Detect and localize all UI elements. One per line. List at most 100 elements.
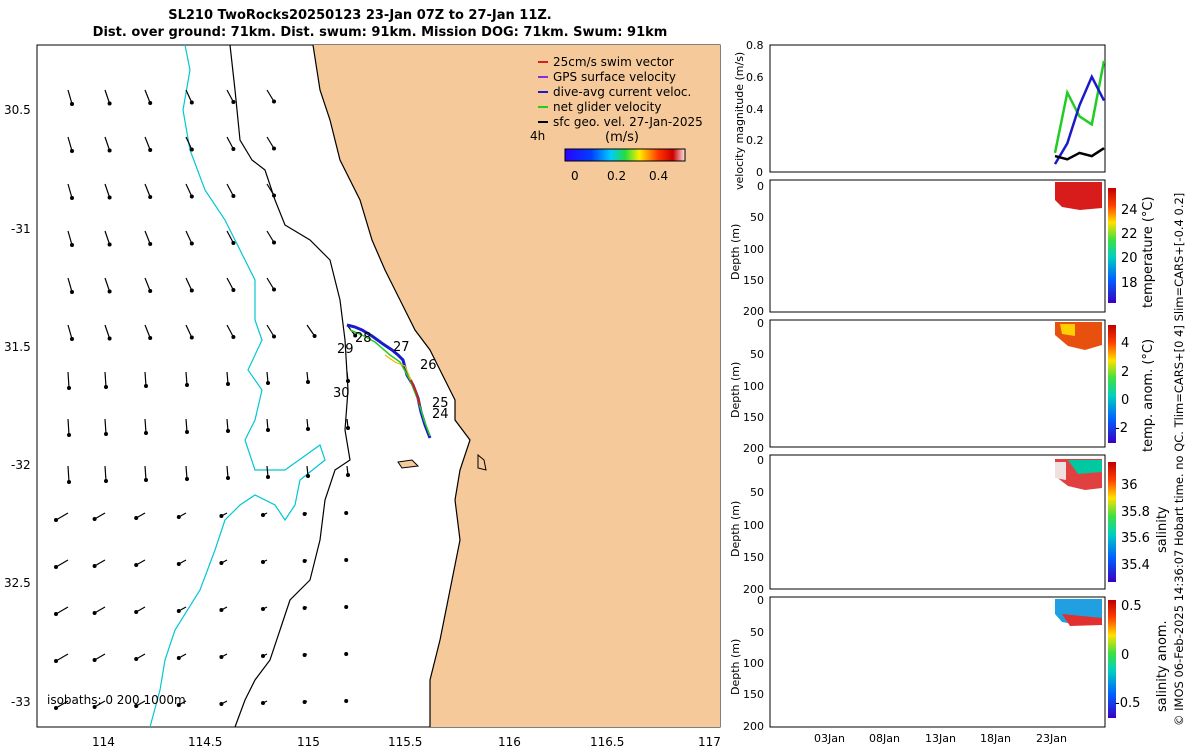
velocity-arrow-head (176, 656, 181, 660)
velocity-arrow (104, 89, 111, 104)
velocity-arrow (67, 465, 70, 483)
velocity-arrow (144, 183, 151, 198)
cbar-tick: 0 (1121, 648, 1129, 663)
velocity-arrow-head (272, 287, 276, 292)
velocity-arrow-head (344, 511, 349, 515)
velocity-arrow-head (306, 474, 310, 478)
day-label: 25 (432, 396, 449, 411)
velocity-arrow-head (226, 429, 230, 433)
lon-tick: 116.5 (590, 735, 624, 749)
cbar-tick: 35.4 (1121, 558, 1150, 573)
velocity-arrow-head (261, 701, 265, 705)
time-tick: 08Jan (869, 732, 900, 745)
velocity-arrow-head (70, 243, 74, 247)
y-tick: 150 (743, 274, 764, 287)
velocity-arrow-head (104, 432, 108, 436)
velocity-arrow-head (107, 289, 112, 294)
velocity-arrow (104, 183, 111, 198)
y-tick: 100 (743, 380, 764, 393)
y-tick: 150 (743, 688, 764, 701)
velocity-arrow (94, 606, 106, 614)
velocity-arrow (226, 371, 229, 385)
day-label: 27 (393, 340, 410, 355)
y-tick: 50 (750, 486, 764, 499)
velocity-arrow (67, 183, 73, 199)
velocity-arrow-head (266, 381, 270, 385)
velocity-arrow-head (104, 385, 108, 389)
y-tick: 200 (743, 305, 764, 318)
legend-label: 25cm/s swim vector (553, 55, 674, 69)
lon-tick: 116 (498, 735, 521, 749)
velocity-arrow-head (176, 515, 181, 519)
velocity-arrow-head (189, 288, 194, 293)
velocity-arrow-head (185, 477, 189, 481)
temperature-field (1055, 182, 1102, 210)
cbar-tick: 24 (1121, 203, 1138, 218)
depth-ylabel: Depth (m) (729, 223, 742, 280)
velocity-arrow (226, 89, 234, 103)
velocity-arrow (55, 653, 69, 662)
velocity-arrow-head (302, 606, 307, 610)
temp-anom-colorbar (1108, 325, 1116, 443)
y-tick: 0.8 (746, 39, 764, 52)
velocity-arrow-head (134, 657, 139, 661)
velocity-arrow-head (70, 149, 74, 153)
velocity-arrow-head (107, 242, 112, 247)
footer-credit: © IMOS 06-Feb-2025 14:36:07 Hobart time.… (1172, 192, 1186, 726)
velocity-series (1053, 60, 1106, 165)
cbar-tick: 0.5 (1121, 599, 1142, 614)
velocity-arrow (185, 230, 193, 244)
velocity-arrow (144, 89, 151, 104)
y-tick: 0 (757, 180, 764, 193)
velocity-arrow-head (107, 195, 112, 200)
velocity-arrow-head (104, 479, 108, 483)
y-tick: 0 (757, 317, 764, 330)
velocity-arrow (94, 559, 106, 567)
glider-track-highlight (384, 354, 412, 381)
coastline (312, 44, 471, 727)
velocity-arrow-head (107, 148, 112, 153)
y-tick: 100 (743, 657, 764, 670)
colorbar-tick: 0.4 (649, 169, 668, 183)
velocity-arrow (144, 324, 151, 339)
velocity-arrow (226, 230, 234, 244)
velocity-arrow (94, 700, 106, 708)
temperature-colorbar (1108, 188, 1116, 303)
cbar-tick: -0.5 (1115, 696, 1140, 711)
salinity-cbar-label: salinity (1155, 506, 1170, 553)
cbar-tick: 35.8 (1121, 505, 1150, 520)
velocity-arrow (67, 230, 73, 246)
glider-track-net (349, 329, 431, 437)
velocity-arrow (55, 700, 69, 709)
velocity-arrow-head (189, 335, 194, 340)
velocity-arrow (226, 418, 229, 432)
y-tick: 0.2 (746, 134, 764, 147)
velocity-arrow (67, 418, 70, 436)
velocity-arrow-head (344, 699, 349, 703)
y-tick: 0.6 (746, 71, 764, 84)
velocity-arrow-head (70, 102, 74, 106)
velocity-arrow-head (353, 333, 358, 338)
velocity-arrow-head (344, 652, 349, 656)
temperature-cbar-label: temperature (°C) (1141, 196, 1156, 308)
velocity-series-line (1054, 147, 1105, 161)
velocity-arrow-head (54, 518, 58, 522)
velocity-arrow (226, 465, 229, 479)
velocity-arrow-head (219, 561, 224, 565)
lon-tick: 115 (297, 735, 320, 749)
sal-anom-panel (769, 596, 1116, 728)
legend-label: net glider velocity (553, 100, 661, 114)
velocity-arrow-head (272, 193, 276, 198)
velocity-arrow-head (54, 659, 58, 663)
velocity-arrow-head (70, 337, 74, 341)
velocity-arrow (55, 606, 69, 615)
velocity-arrow-head (302, 512, 307, 516)
velocity-arrow-head (70, 196, 74, 200)
velocity-arrow-head (144, 478, 148, 482)
velocity-arrow-head (148, 289, 153, 293)
velocity-panel: 0.8 0.6 0.4 0.2 0 (746, 39, 1106, 179)
velocity-arrow (226, 136, 234, 150)
velocity-arrow-head (231, 147, 236, 151)
sal-anom-colorbar (1108, 600, 1116, 718)
velocity-series-line (1053, 60, 1106, 154)
